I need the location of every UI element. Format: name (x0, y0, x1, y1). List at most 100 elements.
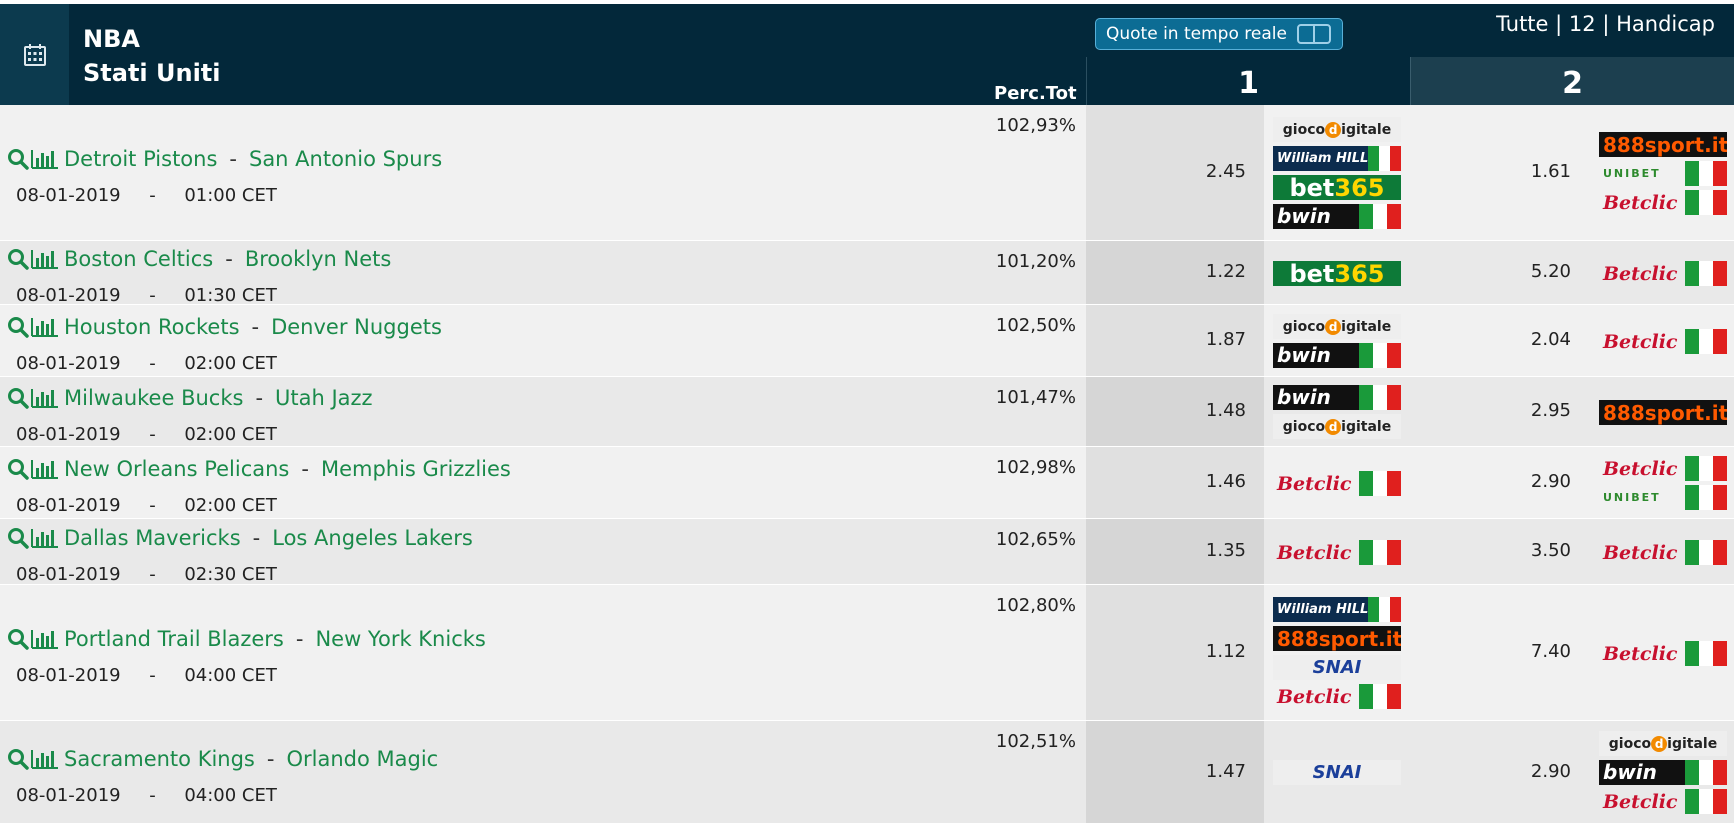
italy-flag-icon (1685, 641, 1727, 666)
bookmakers-home: Betclic (1273, 540, 1401, 565)
bookmaker-bwin-logo[interactable]: bwin (1273, 343, 1401, 368)
bookmaker-unibet-logo[interactable]: UNIBET (1599, 161, 1727, 186)
column-header-2: 2 (1410, 57, 1734, 109)
bookmaker-gioco-logo[interactable]: gioco d igitale (1273, 117, 1401, 142)
away-team-link[interactable]: Utah Jazz (275, 386, 373, 410)
bookmaker-gioco-logo[interactable]: gioco d igitale (1599, 731, 1727, 756)
bar-chart-icon[interactable] (30, 247, 60, 271)
bookmaker-williamhill-logo[interactable]: William HILL (1273, 146, 1401, 171)
bookmaker-bwin-logo[interactable]: bwin (1599, 760, 1727, 785)
bookmaker-snai-logo[interactable]: SNAI (1273, 655, 1401, 680)
odd-away[interactable]: 5.20 (1530, 261, 1571, 282)
bar-chart-icon[interactable] (30, 147, 60, 171)
search-icon[interactable] (6, 315, 30, 339)
odd-away[interactable]: 2.90 (1530, 761, 1571, 782)
search-icon[interactable] (6, 627, 30, 651)
odd-home[interactable]: 2.45 (1205, 161, 1246, 182)
bar-chart-icon[interactable] (30, 315, 60, 339)
bar-chart-icon[interactable] (30, 627, 60, 651)
odd-home[interactable]: 1.35 (1205, 540, 1246, 561)
odd-home[interactable]: 1.46 (1205, 471, 1246, 492)
bar-chart-icon[interactable] (30, 526, 60, 550)
away-team-link[interactable]: Brooklyn Nets (244, 247, 392, 271)
home-team-link[interactable]: Houston Rockets (64, 315, 240, 339)
filter-all[interactable]: Tutte (1496, 12, 1549, 36)
live-odds-toggle[interactable]: Quote in tempo reale (1095, 18, 1343, 50)
bookmaker-bwin-logo[interactable]: bwin (1273, 204, 1401, 229)
away-team-link[interactable]: Memphis Grizzlies (320, 457, 511, 481)
bar-chart-icon[interactable] (30, 457, 60, 481)
bookmaker-williamhill-logo[interactable]: William HILL (1273, 597, 1401, 622)
match-list: Detroit Pistons - San Antonio Spurs 08-01-2… (0, 105, 1734, 824)
bookmaker-unibet-logo[interactable]: UNIBET (1599, 485, 1727, 510)
home-team-link[interactable]: Detroit Pistons (64, 147, 218, 171)
bookmaker-bet365-logo[interactable]: bet365 (1273, 261, 1401, 286)
odd-away[interactable]: 2.95 (1530, 400, 1571, 421)
odd-away[interactable]: 3.50 (1530, 540, 1571, 561)
payout-percentage: 102,50% (995, 315, 1076, 336)
odd-home[interactable]: 1.48 (1205, 400, 1246, 421)
bookmakers-home: bwin gioco d igitale (1273, 385, 1401, 439)
search-icon[interactable] (6, 147, 30, 171)
bookmaker-bet365-logo[interactable]: bet365 (1273, 175, 1401, 200)
bookmaker-bwin-logo[interactable]: bwin (1273, 385, 1401, 410)
away-team-link[interactable]: Orlando Magic (286, 747, 439, 771)
table-header: NBA Stati Uniti Perc.Tot Quote in tempo … (0, 4, 1734, 109)
bookmakers-home: William HILL 888sport.it SNAI Betclic (1273, 597, 1401, 709)
home-team-link[interactable]: Portland Trail Blazers (64, 627, 284, 651)
odd-home[interactable]: 1.22 (1205, 261, 1246, 282)
match-datetime: 08-01-2019 - 01:00 CET (16, 185, 277, 206)
bookmaker-888-logo[interactable]: 888sport.it (1273, 626, 1401, 651)
bookmaker-gioco-logo[interactable]: gioco d igitale (1273, 414, 1401, 439)
home-team-link[interactable]: New Orleans Pelicans (64, 457, 290, 481)
search-icon[interactable] (6, 457, 30, 481)
search-icon[interactable] (6, 747, 30, 771)
league-title: NBA Stati Uniti (83, 22, 221, 90)
bookmaker-snai-logo[interactable]: SNAI (1273, 760, 1401, 785)
match-row: Portland Trail Blazers - New York Knicks 08… (0, 585, 1734, 721)
match-datetime: 08-01-2019 - 02:00 CET (16, 495, 277, 516)
bookmaker-betclic-logo[interactable]: Betclic (1273, 540, 1401, 565)
odd-away[interactable]: 7.40 (1530, 641, 1571, 662)
bookmaker-betclic-logo[interactable]: Betclic (1599, 190, 1727, 215)
filter-handicap[interactable]: Handicap (1616, 12, 1715, 36)
odd-away[interactable]: 1.61 (1530, 161, 1571, 182)
bookmaker-betclic-logo[interactable]: Betclic (1599, 641, 1727, 666)
bookmakers-away: Betclic (1599, 540, 1727, 565)
search-icon[interactable] (6, 526, 30, 550)
calendar-button[interactable] (0, 4, 69, 105)
search-icon[interactable] (6, 386, 30, 410)
filter-12[interactable]: 12 (1568, 12, 1596, 36)
bookmakers-home: bet365 (1273, 261, 1401, 286)
bookmaker-betclic-logo[interactable]: Betclic (1273, 684, 1401, 709)
bookmaker-betclic-logo[interactable]: Betclic (1599, 329, 1727, 354)
away-team-link[interactable]: Los Angeles Lakers (272, 526, 473, 550)
bookmaker-betclic-logo[interactable]: Betclic (1599, 540, 1727, 565)
bookmaker-betclic-logo[interactable]: Betclic (1599, 456, 1727, 481)
bookmaker-betclic-logo[interactable]: Betclic (1273, 471, 1401, 496)
odd-home[interactable]: 1.87 (1205, 329, 1246, 350)
home-team-link[interactable]: Dallas Mavericks (64, 526, 241, 550)
odd-home[interactable]: 1.47 (1205, 761, 1246, 782)
bookmaker-gioco-logo[interactable]: gioco d igitale (1273, 314, 1401, 339)
bookmaker-betclic-logo[interactable]: Betclic (1599, 789, 1727, 814)
odd-home[interactable]: 1.12 (1205, 641, 1246, 662)
home-team-link[interactable]: Sacramento Kings (64, 747, 255, 771)
bookmaker-888-logo[interactable]: 888sport.it (1599, 400, 1727, 425)
away-team-link[interactable]: New York Knicks (315, 627, 486, 651)
odd-away[interactable]: 2.90 (1530, 471, 1571, 492)
odd-away[interactable]: 2.04 (1530, 329, 1571, 350)
match-time: 02:30 CET (184, 564, 277, 585)
match-datetime: 08-01-2019 - 01:30 CET (16, 285, 277, 306)
bookmaker-888-logo[interactable]: 888sport.it (1599, 132, 1727, 157)
bar-chart-icon[interactable] (30, 386, 60, 410)
italy-flag-icon (1359, 343, 1401, 368)
search-icon[interactable] (6, 247, 30, 271)
bookmaker-betclic-logo[interactable]: Betclic (1599, 261, 1727, 286)
away-team-link[interactable]: Denver Nuggets (271, 315, 442, 339)
home-team-link[interactable]: Milwaukee Bucks (64, 386, 244, 410)
home-team-link[interactable]: Boston Celtics (64, 247, 214, 271)
away-team-link[interactable]: San Antonio Spurs (248, 147, 443, 171)
bar-chart-icon[interactable] (30, 747, 60, 771)
